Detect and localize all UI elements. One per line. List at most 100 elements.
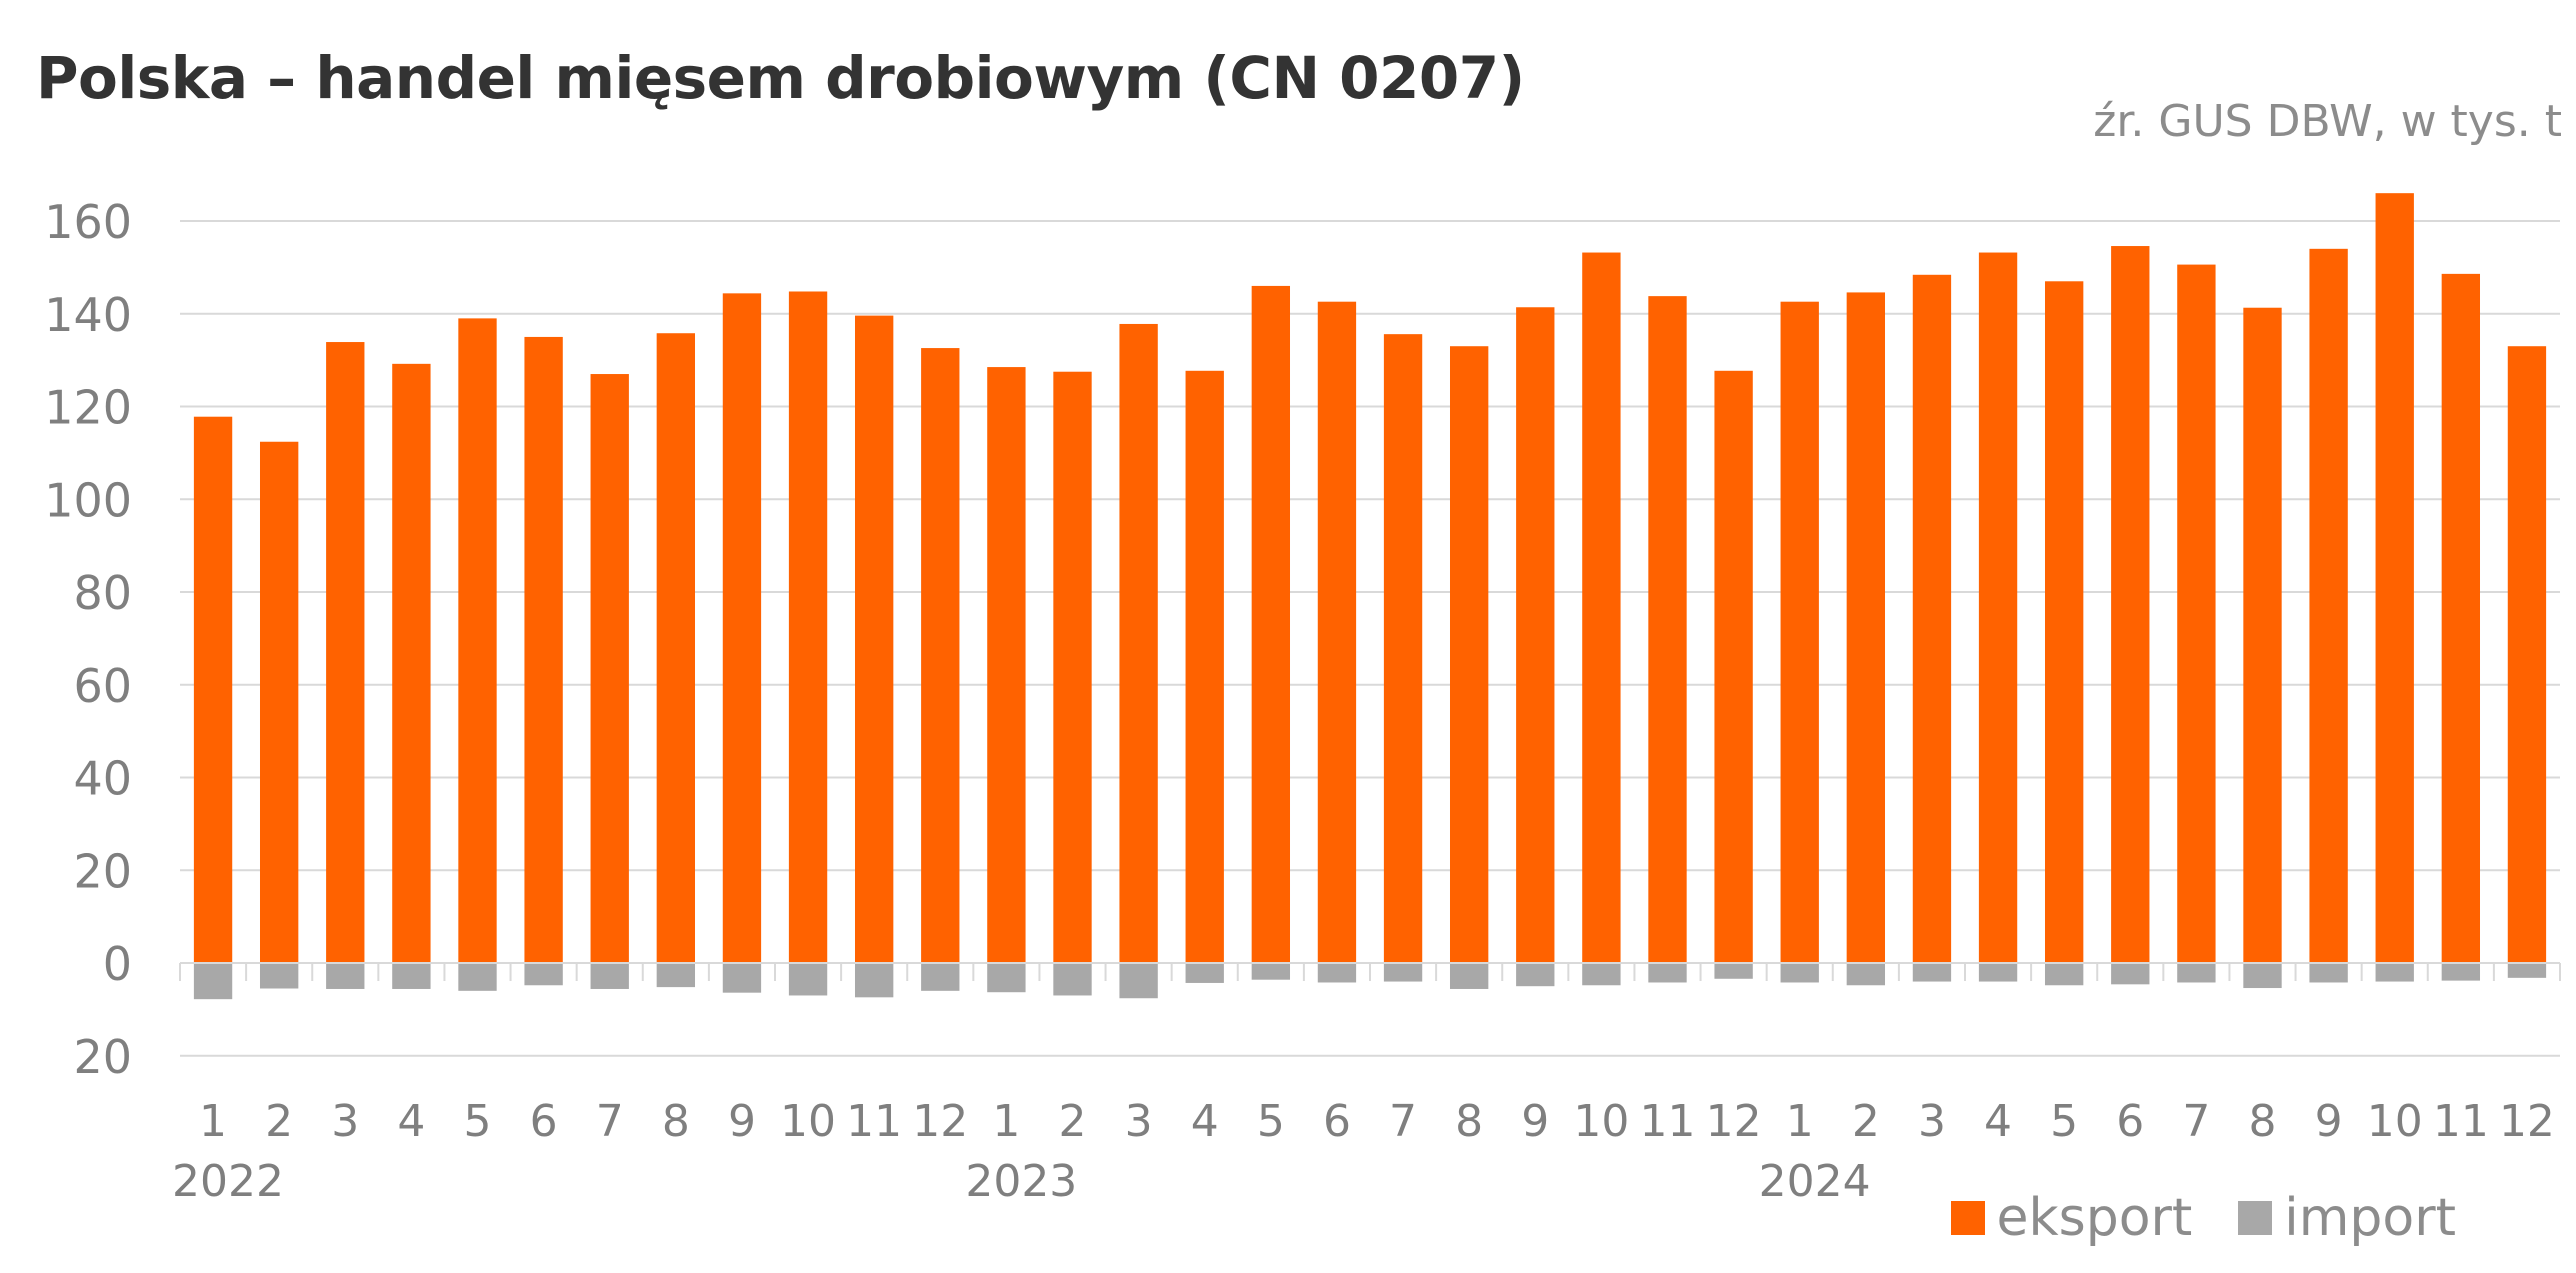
bar-eksport bbox=[1053, 371, 1092, 963]
bar-eksport bbox=[1516, 307, 1555, 963]
legend-swatch-import bbox=[2238, 1201, 2273, 1235]
x-tick-label: 12 bbox=[912, 1096, 968, 1147]
bar-import bbox=[1978, 963, 2018, 982]
bar-import bbox=[458, 963, 497, 991]
legend-swatch-eksport bbox=[1950, 1201, 1985, 1235]
x-tick-label: 1 bbox=[199, 1096, 227, 1147]
bar-import bbox=[854, 963, 894, 998]
legend-item-eksport: eksport bbox=[1950, 1188, 2192, 1248]
bar-eksport bbox=[854, 315, 894, 964]
bar-import bbox=[1516, 963, 1555, 987]
bar-import bbox=[2177, 963, 2216, 983]
bar-import bbox=[1251, 963, 1291, 980]
x-tick-label: 6 bbox=[1323, 1096, 1351, 1147]
legend: eksport import bbox=[1905, 1188, 2456, 1248]
bar-eksport bbox=[590, 374, 629, 964]
bars bbox=[193, 193, 2547, 1000]
bar-import bbox=[656, 963, 696, 988]
x-tick-label: 12 bbox=[2499, 1096, 2555, 1147]
y-tick-label: 80 bbox=[73, 566, 132, 620]
bar-eksport bbox=[2111, 246, 2150, 964]
x-tick-label: 11 bbox=[846, 1096, 902, 1147]
bar-eksport bbox=[1978, 252, 2018, 963]
bar-eksport bbox=[1846, 292, 1886, 964]
bar-eksport bbox=[1780, 301, 1819, 963]
bar-eksport bbox=[722, 293, 762, 964]
year-label: 2023 bbox=[965, 1156, 1077, 1207]
x-tick-label: 9 bbox=[728, 1096, 756, 1147]
bar-eksport bbox=[1714, 370, 1753, 963]
bar-import bbox=[722, 963, 762, 993]
bar-eksport bbox=[1912, 274, 1952, 963]
x-tick-label: 5 bbox=[2050, 1096, 2078, 1147]
x-tick-label: 7 bbox=[1389, 1096, 1417, 1147]
x-tick-label: 10 bbox=[780, 1096, 836, 1147]
legend-label-import: import bbox=[2284, 1188, 2456, 1248]
x-tick-label: 2 bbox=[265, 1096, 293, 1147]
bar-eksport bbox=[193, 416, 233, 963]
bar-import bbox=[788, 963, 828, 996]
bar-import bbox=[2441, 963, 2481, 981]
x-tick-label: 8 bbox=[662, 1096, 690, 1147]
x-tick-label: 7 bbox=[2182, 1096, 2210, 1147]
bar-import bbox=[2375, 963, 2414, 982]
bar-import bbox=[326, 963, 365, 989]
bar-eksport bbox=[524, 336, 563, 963]
bar-import bbox=[1780, 963, 1819, 983]
bar-import bbox=[1846, 963, 1886, 986]
bar-import bbox=[524, 963, 563, 986]
bar-import bbox=[921, 963, 960, 991]
x-tick-label: 9 bbox=[2315, 1096, 2343, 1147]
bar-eksport bbox=[2507, 346, 2547, 963]
x-tick-label: 7 bbox=[596, 1096, 624, 1147]
x-tick-label: 2 bbox=[1059, 1096, 1087, 1147]
y-tick-label: 60 bbox=[73, 659, 132, 713]
x-tick-label: 5 bbox=[1257, 1096, 1285, 1147]
bar-eksport bbox=[2441, 273, 2481, 963]
bar-eksport bbox=[326, 342, 365, 963]
bar-import bbox=[193, 963, 233, 1000]
axes bbox=[179, 962, 2561, 981]
bar-eksport bbox=[2177, 264, 2216, 963]
bar-import bbox=[1449, 963, 1489, 989]
y-tick-label: 20 bbox=[73, 1030, 132, 1084]
bar-import bbox=[590, 963, 629, 989]
bar-import bbox=[2243, 963, 2282, 989]
x-tick-label: 8 bbox=[2249, 1096, 2277, 1147]
x-tick-label: 3 bbox=[1918, 1096, 1946, 1147]
bar-import bbox=[392, 963, 431, 989]
chart-title: Polska – handel mięsem drobiowym (CN 020… bbox=[36, 44, 1525, 112]
x-tick-label: 11 bbox=[2433, 1096, 2489, 1147]
bar-eksport bbox=[2243, 307, 2282, 963]
y-tick-label: 120 bbox=[44, 381, 132, 435]
chart-source-note: źr. GUS DBW, w tys. t bbox=[2093, 96, 2562, 147]
bar-eksport bbox=[458, 318, 497, 963]
x-tick-label: 10 bbox=[1573, 1096, 1629, 1147]
bar-import bbox=[2044, 963, 2084, 986]
bar-import bbox=[1119, 963, 1158, 999]
year-label: 2022 bbox=[172, 1156, 284, 1207]
bar-import bbox=[2507, 963, 2547, 978]
bar-eksport bbox=[1582, 252, 1621, 963]
x-tick-label: 5 bbox=[464, 1096, 492, 1147]
y-tick-label: 40 bbox=[73, 752, 132, 806]
x-tick-label: 3 bbox=[331, 1096, 359, 1147]
x-tick-label: 8 bbox=[1455, 1096, 1483, 1147]
x-tick-label: 6 bbox=[530, 1096, 558, 1147]
bar-eksport bbox=[1185, 370, 1224, 963]
x-tick-label: 10 bbox=[2367, 1096, 2423, 1147]
bar-eksport bbox=[1251, 285, 1291, 963]
bar-import bbox=[2309, 963, 2348, 983]
x-tick-label: 6 bbox=[2116, 1096, 2144, 1147]
bar-import bbox=[1185, 963, 1224, 983]
x-tick-label: 2 bbox=[1852, 1096, 1880, 1147]
x-tick-label: 3 bbox=[1125, 1096, 1153, 1147]
bar-eksport bbox=[921, 348, 960, 963]
bar-import bbox=[1912, 963, 1952, 982]
x-tick-label: 1 bbox=[992, 1096, 1020, 1147]
bar-eksport bbox=[1648, 296, 1687, 963]
x-tick-label: 11 bbox=[1640, 1096, 1696, 1147]
bar-import bbox=[2111, 963, 2150, 985]
